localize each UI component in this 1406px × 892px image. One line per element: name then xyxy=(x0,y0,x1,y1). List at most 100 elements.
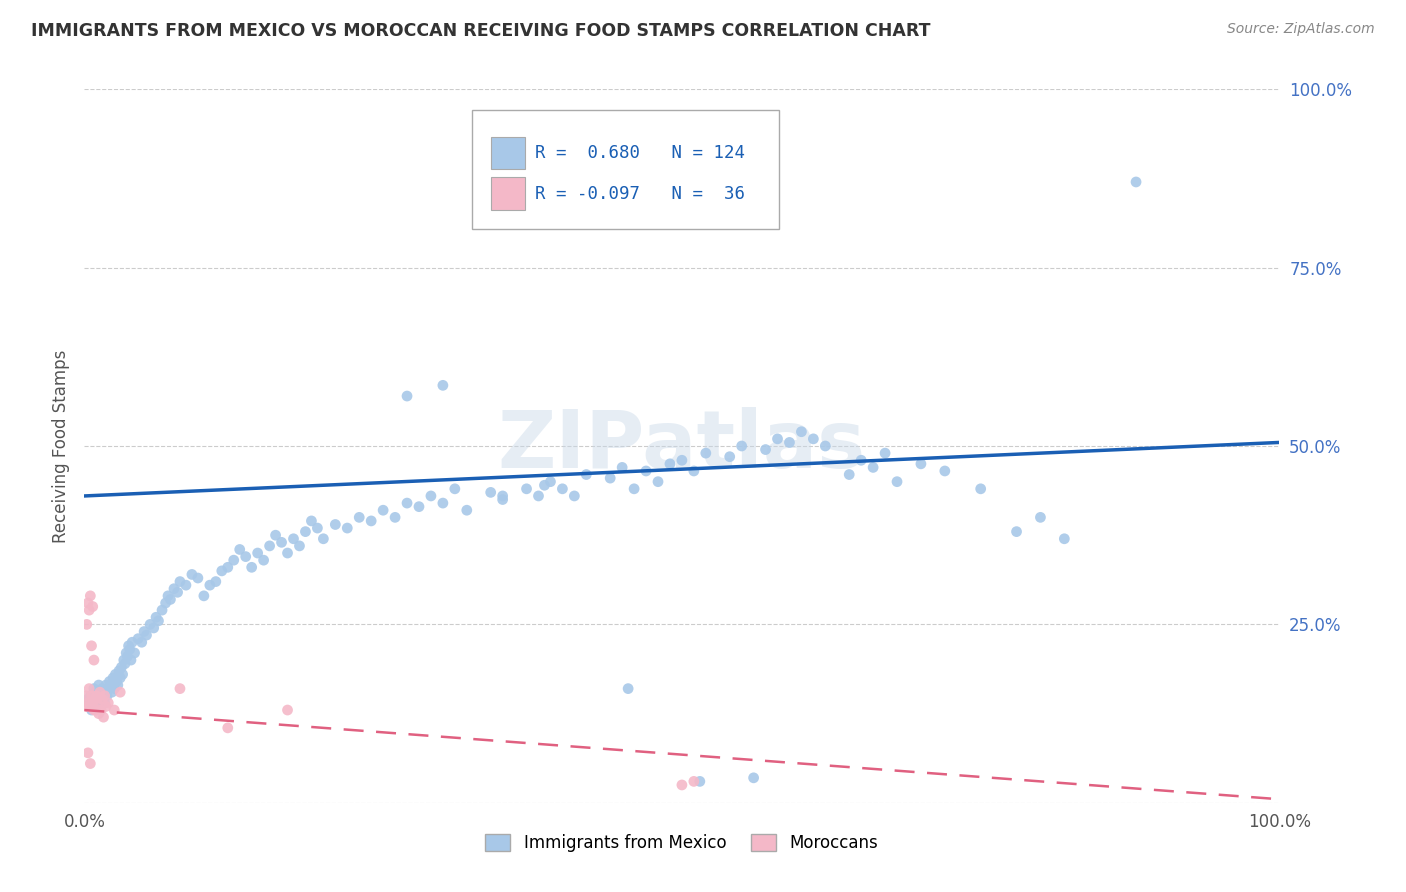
Point xyxy=(718,450,741,464)
Point xyxy=(294,524,316,539)
Point xyxy=(432,378,454,392)
Point xyxy=(103,703,125,717)
Point xyxy=(246,546,269,560)
Point xyxy=(155,596,177,610)
Point xyxy=(205,574,228,589)
Point xyxy=(124,646,146,660)
Point xyxy=(277,546,299,560)
Point xyxy=(80,639,103,653)
Point xyxy=(89,685,111,699)
Point xyxy=(742,771,765,785)
Point xyxy=(89,689,111,703)
Point xyxy=(492,489,515,503)
Point xyxy=(169,681,191,696)
Point xyxy=(408,500,430,514)
Point xyxy=(114,657,136,671)
Point xyxy=(755,442,778,457)
Point xyxy=(117,649,139,664)
Text: ZIPatlas: ZIPatlas xyxy=(498,407,866,485)
Point xyxy=(373,503,395,517)
Point xyxy=(90,703,112,717)
Point xyxy=(104,667,127,681)
Point xyxy=(79,756,101,771)
Point xyxy=(148,614,170,628)
Point xyxy=(479,485,502,500)
Point xyxy=(150,603,173,617)
Point xyxy=(814,439,837,453)
Point xyxy=(420,489,443,503)
Point xyxy=(349,510,371,524)
Point xyxy=(77,596,100,610)
Point xyxy=(277,703,299,717)
Point xyxy=(217,721,239,735)
Text: Source: ZipAtlas.com: Source: ZipAtlas.com xyxy=(1227,22,1375,37)
Text: IMMIGRANTS FROM MEXICO VS MOROCCAN RECEIVING FOOD STAMPS CORRELATION CHART: IMMIGRANTS FROM MEXICO VS MOROCCAN RECEI… xyxy=(31,22,931,40)
Point xyxy=(671,778,693,792)
Point xyxy=(135,628,157,642)
Point xyxy=(145,610,167,624)
Point xyxy=(384,510,406,524)
Point xyxy=(325,517,347,532)
Point xyxy=(82,696,104,710)
Point xyxy=(80,703,103,717)
Point xyxy=(307,521,329,535)
Point xyxy=(77,692,100,706)
Point xyxy=(90,692,112,706)
Point xyxy=(396,389,419,403)
Point xyxy=(86,699,108,714)
Point xyxy=(118,642,141,657)
Point xyxy=(851,453,873,467)
Point xyxy=(288,539,311,553)
Point xyxy=(82,696,104,710)
Point xyxy=(112,653,135,667)
Point xyxy=(222,553,245,567)
Point xyxy=(76,699,98,714)
Point xyxy=(80,689,103,703)
Point xyxy=(492,492,515,507)
Point xyxy=(301,514,323,528)
Point xyxy=(91,681,114,696)
Point xyxy=(77,746,100,760)
Point xyxy=(564,489,586,503)
Point xyxy=(683,464,706,478)
Point xyxy=(127,632,149,646)
Point xyxy=(683,774,706,789)
Point xyxy=(110,671,132,685)
Point xyxy=(131,635,153,649)
Point xyxy=(211,564,233,578)
Point xyxy=(444,482,467,496)
Point xyxy=(731,439,754,453)
Point xyxy=(83,653,105,667)
Point xyxy=(838,467,860,482)
Point xyxy=(77,603,100,617)
Point xyxy=(432,496,454,510)
Point xyxy=(198,578,221,592)
Point xyxy=(159,592,181,607)
Point xyxy=(77,696,100,710)
Point xyxy=(217,560,239,574)
Point xyxy=(166,585,188,599)
Point xyxy=(886,475,908,489)
Point xyxy=(86,689,108,703)
Point xyxy=(612,460,634,475)
Point xyxy=(86,696,108,710)
Point xyxy=(527,489,550,503)
Point xyxy=(87,706,110,721)
Point xyxy=(283,532,305,546)
Point xyxy=(1005,524,1028,539)
Legend: Immigrants from Mexico, Moroccans: Immigrants from Mexico, Moroccans xyxy=(478,827,886,859)
Point xyxy=(456,503,478,517)
Point xyxy=(108,664,131,678)
Point xyxy=(181,567,204,582)
Point xyxy=(163,582,186,596)
Point xyxy=(671,453,693,467)
Point xyxy=(79,689,101,703)
Point xyxy=(1125,175,1147,189)
Point xyxy=(97,696,120,710)
Point xyxy=(617,681,640,696)
Point xyxy=(187,571,209,585)
Point xyxy=(84,685,107,699)
Point xyxy=(115,646,138,660)
Point xyxy=(174,578,197,592)
Point xyxy=(84,692,107,706)
